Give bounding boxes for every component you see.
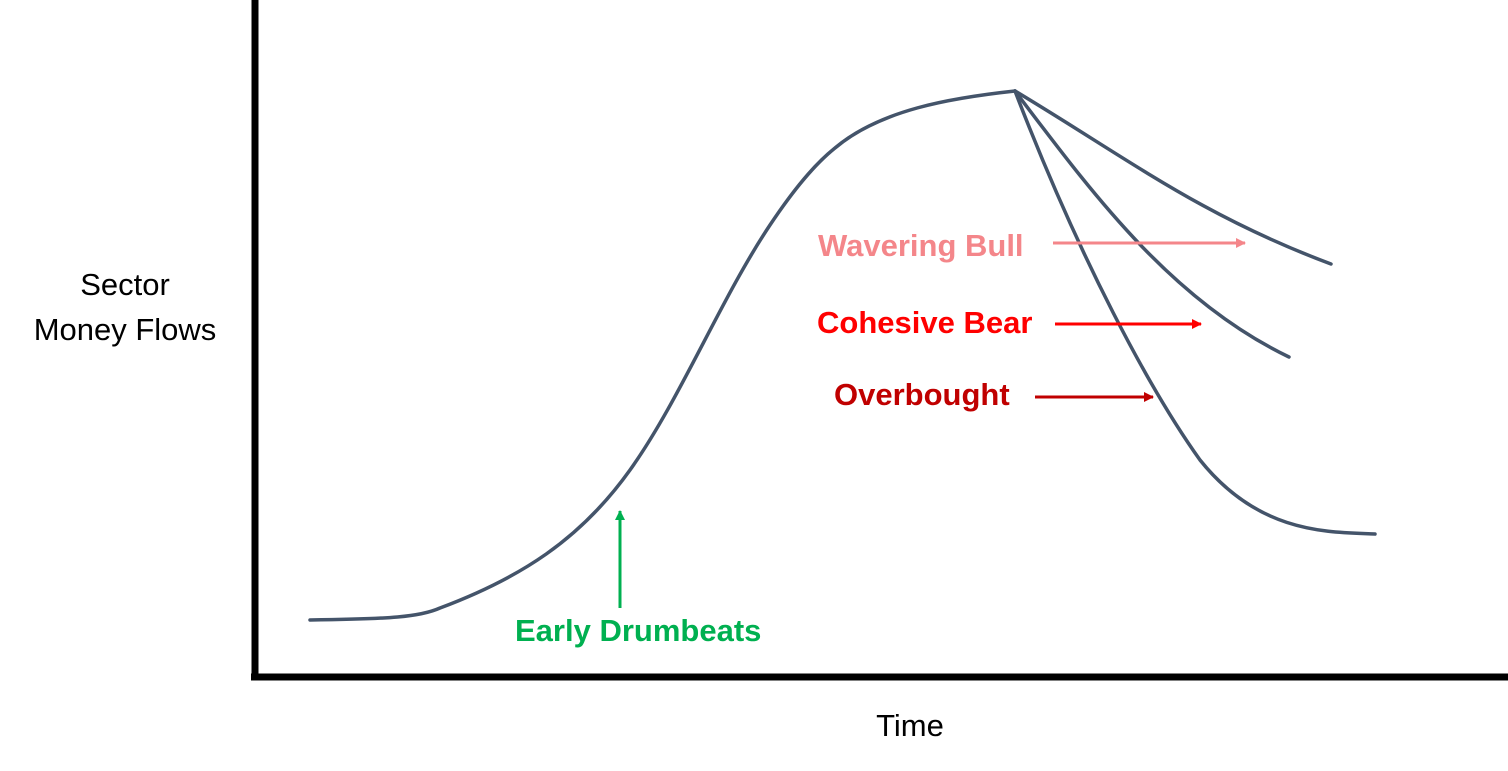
money-flow-branch-cohesive-bear: [1013, 89, 1291, 359]
money-flow-branch-wavering-bull: [1013, 89, 1333, 266]
money-flow-branch-overbought: [1013, 89, 1377, 536]
early-drumbeats-label: Early Drumbeats: [515, 613, 762, 648]
overbought-label: Overbought: [834, 377, 1010, 412]
wavering-bull-label: Wavering Bull: [818, 228, 1024, 263]
money-flow-curve-rise: [308, 89, 1017, 622]
cohesive-bear-label: Cohesive Bear: [817, 305, 1033, 340]
y-axis-label: Sector Money Flows: [10, 262, 240, 352]
y-axis-label-line-2: Money Flows: [33, 312, 217, 347]
x-axis-label: Time: [876, 708, 944, 743]
y-axis-label-line-1: Sector: [80, 267, 170, 302]
